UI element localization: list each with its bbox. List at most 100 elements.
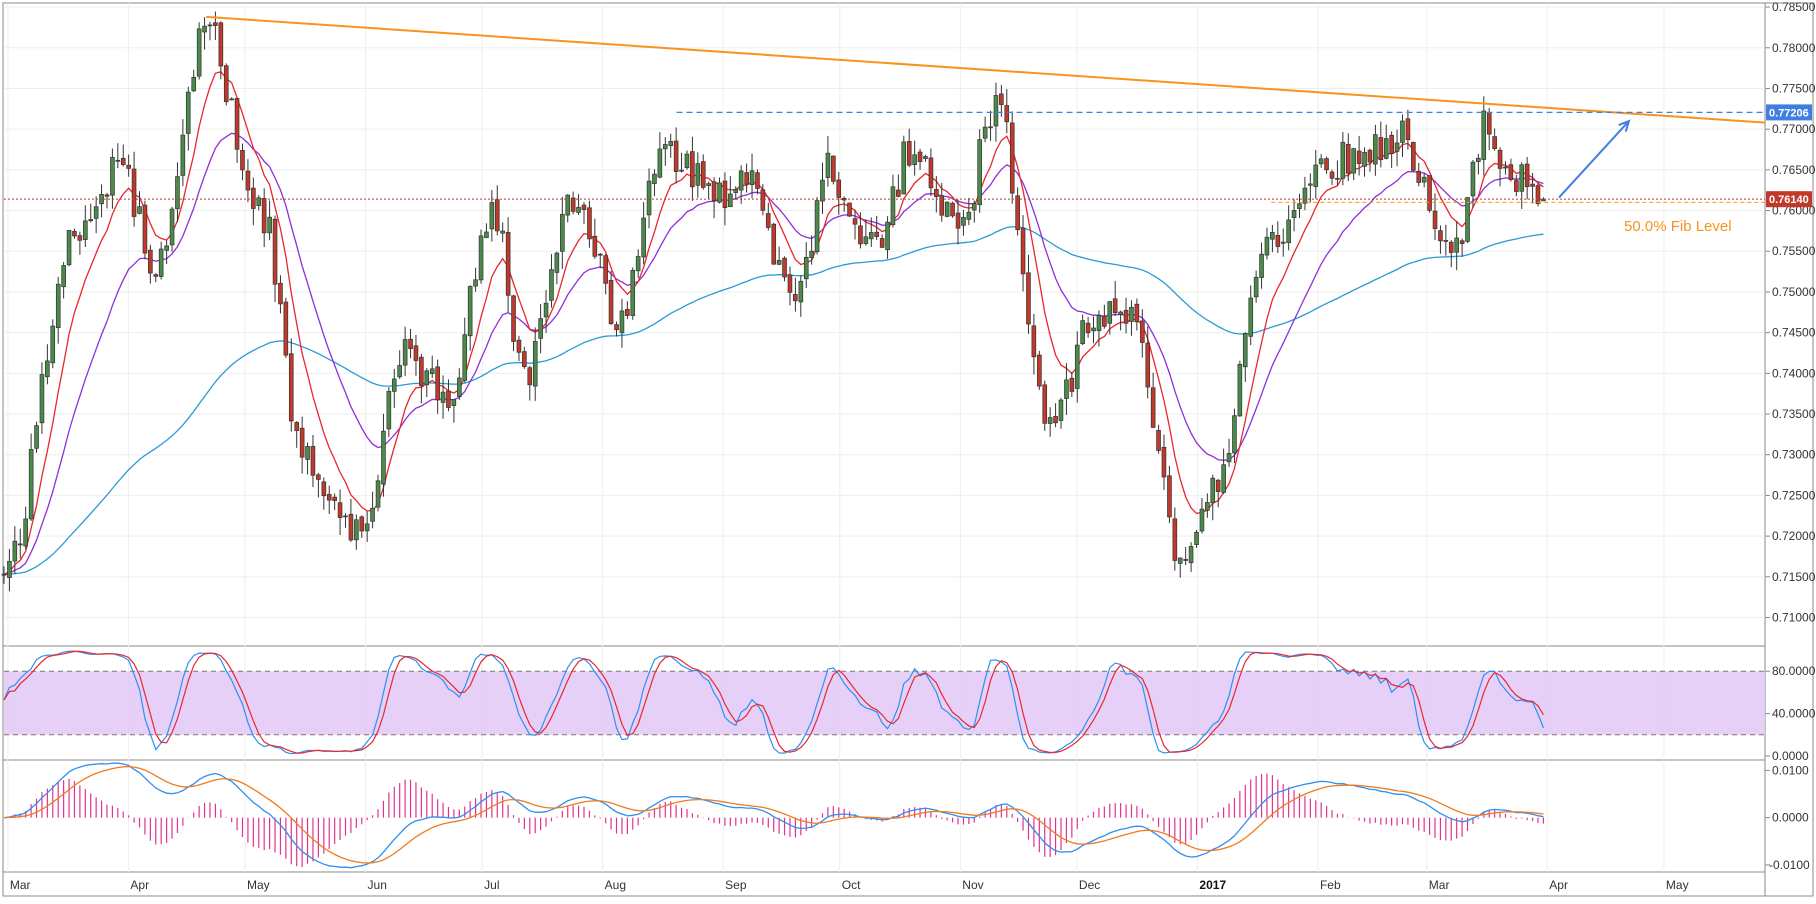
price-tick-label: 0.78000: [1772, 41, 1816, 55]
candle: [570, 191, 576, 215]
candle: [1009, 111, 1015, 204]
candle: [1476, 153, 1481, 175]
price-tick-label: 0.77000: [1772, 122, 1816, 136]
candle: [1069, 372, 1075, 398]
candle: [700, 154, 706, 190]
candle: [798, 275, 804, 317]
candle: [652, 169, 657, 197]
candle: [928, 148, 934, 196]
candle: [1503, 161, 1508, 175]
candle: [120, 144, 126, 167]
x-tick-label: Oct: [842, 878, 861, 892]
candle: [1188, 542, 1194, 572]
candle: [23, 506, 28, 550]
candle: [1, 566, 7, 584]
candle: [912, 140, 917, 176]
x-tick-label: 2017: [1199, 878, 1226, 892]
candle: [218, 21, 224, 80]
candle: [66, 230, 72, 267]
candle: [988, 110, 993, 141]
candle: [906, 128, 912, 168]
candle: [1519, 162, 1525, 209]
candle: [180, 119, 186, 187]
candle: [1053, 403, 1058, 428]
x-tick-label: Jul: [484, 878, 499, 892]
x-tick-label: May: [247, 878, 270, 892]
candle: [511, 294, 516, 352]
candle: [608, 270, 614, 326]
candle: [1427, 175, 1432, 213]
candle: [1286, 205, 1291, 251]
candle: [527, 365, 533, 401]
macd-lines: [3, 762, 1545, 869]
candle: [294, 421, 300, 448]
candle: [776, 246, 782, 265]
candle: [1259, 242, 1264, 289]
candle: [1161, 434, 1167, 490]
candle: [332, 493, 337, 511]
candle: [516, 335, 522, 362]
candle: [370, 491, 375, 529]
candle: [1194, 529, 1199, 548]
candle: [435, 359, 440, 414]
candle: [809, 235, 814, 265]
candle: [1183, 547, 1188, 566]
candle: [1242, 332, 1248, 382]
candle: [354, 514, 359, 550]
candle: [1226, 438, 1232, 467]
candle: [283, 297, 289, 358]
candle: [896, 174, 901, 198]
candle: [305, 442, 310, 475]
candle: [1400, 114, 1405, 157]
candle: [500, 222, 505, 243]
candle: [1465, 197, 1470, 243]
candle: [1140, 309, 1145, 358]
candle: [684, 150, 690, 170]
candle: [196, 22, 202, 80]
candle: [505, 217, 511, 313]
price-tick-label: 0.75500: [1772, 244, 1816, 258]
candle: [744, 163, 749, 193]
x-tick-label: Apr: [1549, 878, 1568, 892]
candle: [1313, 150, 1319, 199]
candle: [137, 191, 142, 215]
candle: [825, 136, 831, 187]
candle: [1080, 314, 1085, 346]
stochastic-k-line: [3, 650, 1544, 755]
candle: [240, 143, 245, 181]
candle: [749, 153, 755, 199]
candle: [185, 86, 191, 151]
descending-trendline: [206, 15, 1766, 124]
candle: [1351, 147, 1356, 181]
candle: [1221, 448, 1226, 495]
candle: [440, 375, 446, 419]
candle: [1205, 493, 1210, 518]
candle: [1345, 133, 1351, 182]
candle: [484, 223, 489, 239]
candle: [55, 276, 61, 344]
candle: [679, 152, 684, 173]
x-tick-label: Feb: [1320, 878, 1341, 892]
candle: [711, 177, 717, 219]
candle: [1248, 285, 1254, 346]
price-tick-label: 0.73500: [1772, 407, 1816, 421]
candle: [272, 215, 278, 303]
candle: [1085, 317, 1091, 338]
candle: [1416, 162, 1422, 187]
candle: [72, 228, 77, 239]
candle: [1394, 129, 1400, 167]
candle: [543, 289, 549, 333]
candle: [592, 218, 598, 259]
candle: [1378, 121, 1384, 168]
candle: [1096, 310, 1102, 347]
candle: [1438, 225, 1443, 254]
candle: [7, 548, 12, 592]
candle: [977, 129, 982, 213]
candle: [1508, 158, 1514, 182]
candle: [229, 97, 234, 101]
candle: [45, 344, 50, 385]
candle: [1481, 96, 1487, 176]
candle: [1367, 148, 1373, 172]
candle: [478, 229, 484, 284]
candle: [1145, 326, 1151, 399]
